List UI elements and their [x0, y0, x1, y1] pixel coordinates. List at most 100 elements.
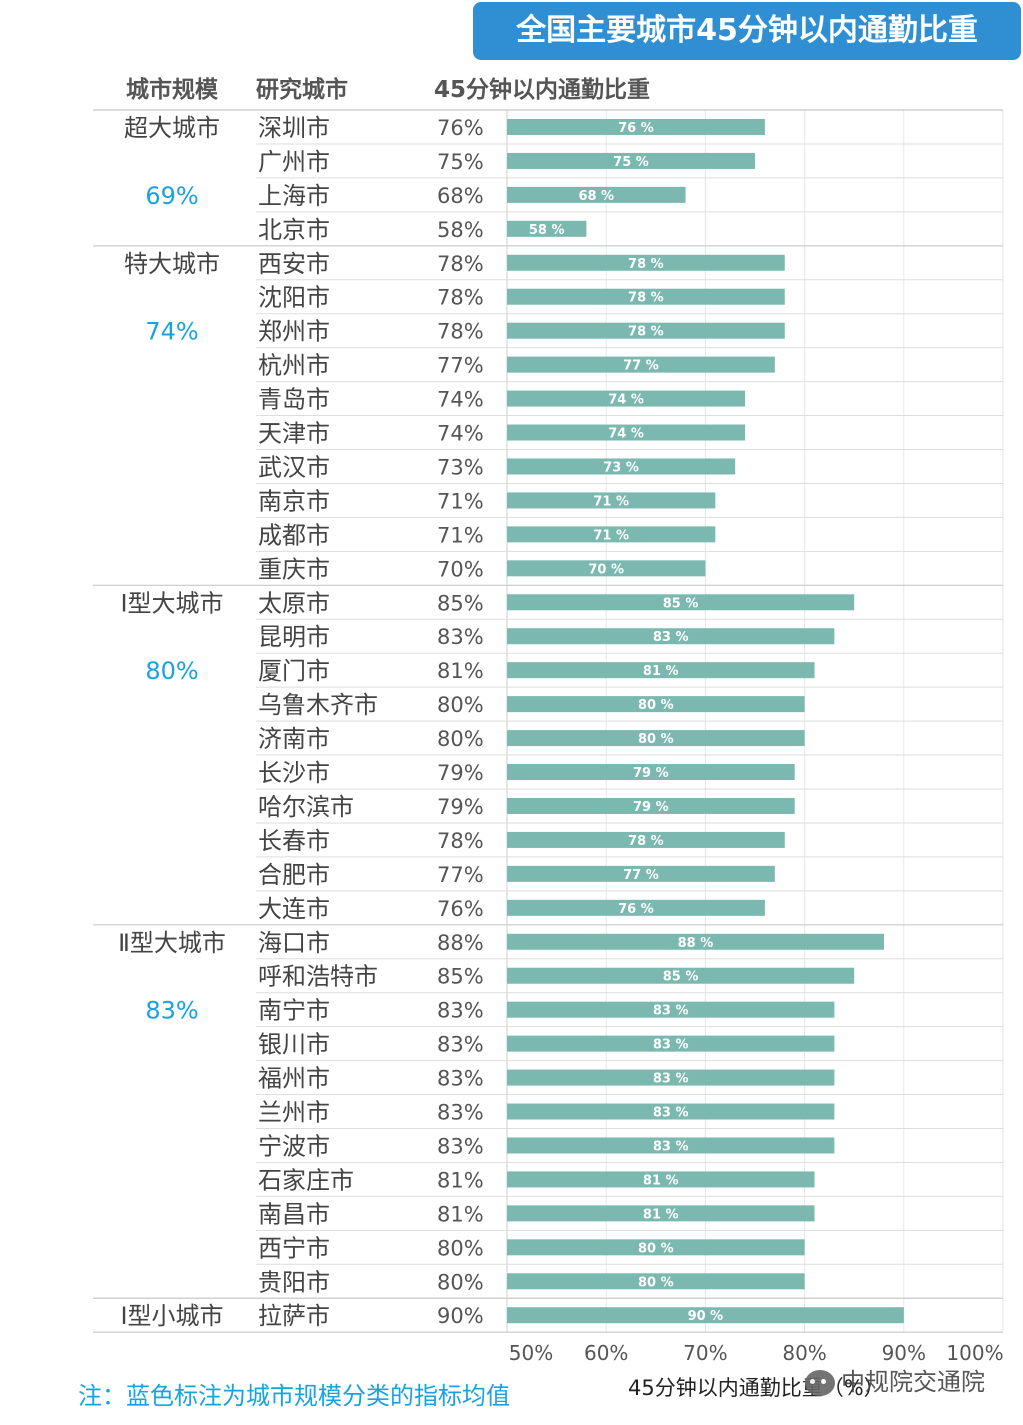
- group-label: Ⅰ型小城市: [120, 1302, 223, 1330]
- bar: [507, 1239, 805, 1256]
- city-name: 深圳市: [258, 114, 330, 142]
- city-name: 长春市: [258, 827, 330, 855]
- bar-data-label: 78 %: [628, 257, 664, 272]
- city-name: 济南市: [258, 725, 330, 753]
- city-name: 呼和浩特市: [258, 963, 378, 991]
- bar-data-label: 83 %: [653, 1004, 689, 1019]
- bar: [507, 797, 795, 814]
- city-name: 杭州市: [258, 352, 330, 380]
- value-label: 80%: [437, 1236, 484, 1260]
- value-label: 58%: [437, 218, 484, 242]
- value-label: 75%: [437, 150, 484, 174]
- city-name: 厦门市: [258, 657, 330, 685]
- bar-data-label: 76 %: [618, 902, 654, 917]
- value-label: 78%: [437, 286, 484, 310]
- value-label: 71%: [437, 489, 484, 513]
- bar: [507, 899, 765, 916]
- bar-data-label: 79 %: [633, 800, 669, 815]
- x-tick-label: 60%: [584, 1341, 628, 1365]
- city-name: 郑州市: [258, 318, 330, 346]
- bar: [507, 118, 765, 135]
- x-tick-label: 50%: [509, 1341, 553, 1365]
- city-name: 长沙市: [258, 759, 330, 787]
- bar-data-label: 74 %: [608, 393, 644, 408]
- bar: [507, 1069, 835, 1086]
- bar: [507, 933, 884, 950]
- bar: [507, 322, 785, 339]
- x-tick-label: 90%: [882, 1341, 926, 1365]
- city-name: 乌鲁木齐市: [258, 691, 378, 719]
- bar: [507, 696, 805, 713]
- value-label: 90%: [437, 1304, 484, 1328]
- group-label: Ⅱ型大城市: [118, 929, 226, 957]
- bar: [507, 1001, 835, 1018]
- group-average: 69%: [145, 182, 198, 210]
- bar-data-label: 85 %: [663, 970, 699, 985]
- bar-data-label: 80 %: [638, 1241, 674, 1256]
- bar: [507, 831, 785, 848]
- bar: [507, 764, 795, 781]
- bar-data-label: 83 %: [653, 1139, 689, 1154]
- bar: [507, 424, 746, 441]
- value-label: 78%: [437, 320, 484, 344]
- bar: [507, 662, 815, 679]
- value-label: 81%: [437, 1202, 484, 1226]
- value-label: 85%: [437, 591, 484, 615]
- bar-data-label: 81 %: [643, 1207, 679, 1222]
- header-commute-share: 45分钟以内通勤比重: [434, 77, 651, 103]
- value-label: 80%: [437, 727, 484, 751]
- bar-data-label: 74 %: [608, 427, 644, 442]
- bar: [507, 152, 755, 169]
- city-name: 成都市: [258, 521, 330, 549]
- bar-data-label: 83 %: [653, 1072, 689, 1087]
- value-label: 76%: [437, 897, 484, 921]
- value-label: 83%: [437, 999, 484, 1023]
- bar-data-label: 58 %: [529, 223, 565, 238]
- bar-data-label: 70 %: [588, 562, 624, 577]
- bar: [507, 594, 855, 611]
- footnote: 注：蓝色标注为城市规模分类的指标均值: [78, 1382, 510, 1410]
- bar: [507, 288, 785, 305]
- city-name: 宁波市: [258, 1132, 330, 1160]
- value-label: 71%: [437, 523, 484, 547]
- bar-data-label: 78 %: [628, 291, 664, 306]
- x-axis-title: 45分钟以内通勤比重（%）: [628, 1376, 885, 1400]
- group-label: 超大城市: [124, 114, 220, 142]
- value-label: 74%: [437, 422, 484, 446]
- city-name: 武汉市: [258, 453, 330, 481]
- bar: [507, 1205, 815, 1222]
- bar-data-label: 77 %: [623, 868, 659, 883]
- bar-data-label: 78 %: [628, 834, 664, 849]
- value-label: 83%: [437, 1033, 484, 1057]
- chart-title: 全国主要城市45分钟以内通勤比重: [473, 2, 1021, 60]
- bar-data-label: 68 %: [578, 189, 614, 204]
- header-study-city: 研究城市: [256, 77, 348, 103]
- value-label: 76%: [437, 116, 484, 140]
- bar-data-label: 90 %: [688, 1309, 724, 1324]
- bar: [507, 186, 686, 203]
- bar: [507, 492, 716, 509]
- bar-data-label: 80 %: [638, 698, 674, 713]
- bar-data-label: 83 %: [653, 1038, 689, 1053]
- bar: [507, 220, 587, 237]
- group-label: 特大城市: [124, 250, 220, 278]
- value-label: 83%: [437, 1101, 484, 1125]
- bar: [507, 865, 775, 882]
- bar-data-label: 83 %: [653, 1106, 689, 1121]
- bar: [507, 1137, 835, 1154]
- bar-data-label: 83 %: [653, 630, 689, 645]
- bar: [507, 1171, 815, 1188]
- bar-data-label: 79 %: [633, 766, 669, 781]
- bar-data-label: 71 %: [593, 528, 629, 543]
- x-tick-label: 70%: [683, 1341, 727, 1365]
- bar-data-label: 80 %: [638, 1275, 674, 1290]
- bar: [507, 526, 716, 543]
- value-label: 79%: [437, 761, 484, 785]
- group-average: 80%: [145, 657, 198, 685]
- bar-data-label: 73 %: [603, 460, 639, 475]
- wechat-icon: [805, 1370, 835, 1396]
- city-name: 哈尔滨市: [258, 793, 354, 821]
- bar: [507, 1273, 805, 1290]
- value-label: 83%: [437, 1067, 484, 1091]
- city-name: 天津市: [258, 420, 330, 448]
